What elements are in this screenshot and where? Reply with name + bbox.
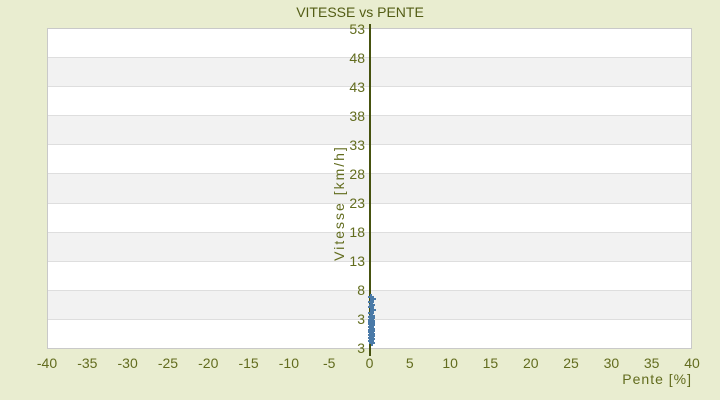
x-tick-label: -30 (117, 355, 138, 371)
y-tick-label: 48 (349, 50, 365, 66)
x-tick-label: -35 (77, 355, 98, 371)
y-tick-label: 3 (357, 311, 365, 327)
x-tick-label: 30 (603, 355, 620, 371)
y-tick-label: 18 (349, 224, 365, 240)
y-tick-label: 38 (349, 108, 365, 124)
x-tick-label: 35 (643, 355, 660, 371)
y-tick-label: 53 (349, 21, 365, 37)
y-axis-title: Vitesse [km/h] (331, 145, 347, 261)
x-tick-label: 15 (482, 355, 499, 371)
y-tick-label: 8 (357, 282, 365, 298)
x-tick-label: 0 (365, 355, 374, 371)
x-tick-label: 5 (405, 355, 414, 371)
y-tick-label: 33 (349, 137, 365, 153)
chart-title: VITESSE vs PENTE (296, 4, 424, 20)
x-tick-label: -15 (238, 355, 259, 371)
x-tick-label: 20 (522, 355, 539, 371)
x-tick-label: -25 (157, 355, 179, 371)
y-tick-label: 28 (349, 166, 365, 182)
y-tick-label: 23 (349, 195, 365, 211)
x-tick-label: 25 (563, 355, 579, 371)
y-axis-line (369, 24, 371, 356)
y-tick-label: 43 (349, 79, 365, 95)
y-tick-label: 13 (349, 253, 365, 269)
x-tick-label: -10 (278, 355, 299, 371)
x-tick-label: -5 (322, 355, 336, 371)
y-axis-min-label: 3 (357, 340, 365, 356)
x-axis-title: Pente [%] (622, 371, 692, 387)
x-tick-label: -20 (198, 355, 219, 371)
x-tick-label: 40 (684, 355, 700, 371)
x-tick-label: -40 (36, 355, 58, 371)
x-tick-label: 10 (442, 355, 458, 371)
scatter-point (368, 339, 375, 346)
